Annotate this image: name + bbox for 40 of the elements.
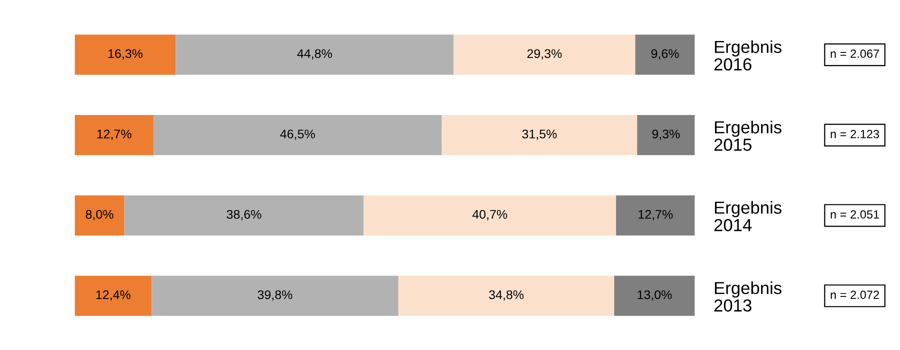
data-label: 40,7% bbox=[472, 210, 508, 220]
bar bbox=[74, 195, 124, 236]
data-label: 46,5% bbox=[280, 130, 315, 140]
bar bbox=[616, 195, 695, 236]
data-label: 12,7% bbox=[97, 130, 132, 140]
data-label: 9,3% bbox=[652, 130, 680, 140]
text: n = 2.051 bbox=[830, 210, 879, 219]
data-label: 31,5% bbox=[522, 130, 557, 140]
data-label: 13,0% bbox=[638, 290, 672, 301]
bar bbox=[614, 276, 695, 316]
bar bbox=[637, 114, 695, 156]
bar bbox=[398, 276, 614, 316]
bar bbox=[124, 195, 364, 236]
data-label: 12,4% bbox=[96, 290, 130, 301]
text: n = 2.072 bbox=[830, 290, 879, 299]
y-tick-label: Ergebnis 2016 bbox=[714, 40, 782, 71]
y-tick-label: Ergebnis 2014 bbox=[714, 201, 782, 232]
y-tick-label: Ergebnis 2013 bbox=[714, 281, 782, 312]
data-label: 44,8% bbox=[297, 49, 332, 60]
bar bbox=[152, 276, 398, 316]
data-label: 34,8% bbox=[489, 290, 524, 301]
data-label: 38,6% bbox=[226, 210, 262, 220]
data-label: 29,3% bbox=[527, 49, 562, 60]
data-label: 8,0% bbox=[86, 210, 114, 220]
data-label: 39,8% bbox=[258, 290, 292, 301]
bar bbox=[74, 276, 152, 316]
data-label: 9,6% bbox=[651, 49, 679, 60]
y-tick-label: Ergebnis 2015 bbox=[714, 120, 782, 151]
text: n = 2.123 bbox=[830, 130, 880, 138]
bar bbox=[74, 114, 154, 156]
data-label: 12,7% bbox=[638, 210, 673, 220]
bar bbox=[635, 34, 695, 75]
data-label: 16,3% bbox=[108, 49, 143, 60]
bar bbox=[442, 114, 638, 156]
bar bbox=[176, 34, 454, 75]
text: n = 2.067 bbox=[830, 50, 879, 58]
bar bbox=[364, 195, 616, 236]
bar bbox=[153, 114, 442, 156]
bar bbox=[454, 34, 636, 75]
bar bbox=[74, 34, 176, 75]
